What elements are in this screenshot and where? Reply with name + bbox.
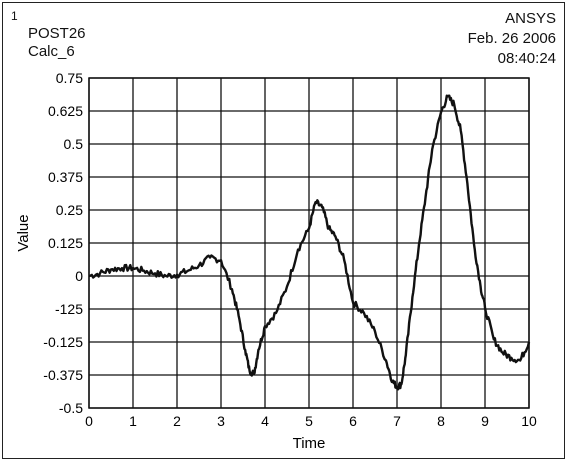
y-tick-label: 0.625 [48, 103, 83, 119]
time-label: 08:40:24 [497, 50, 556, 67]
y-tick-label: 0.25 [56, 202, 83, 218]
y-tick-label: -0.125 [43, 334, 83, 350]
brand-label: ANSYS [505, 10, 556, 27]
date-label: Feb. 26 2006 [467, 30, 556, 47]
y-tick-label: -0.5 [59, 400, 83, 416]
y-tick-label: -125 [55, 301, 83, 317]
x-tick-label: 2 [173, 413, 181, 429]
y-tick-labels: 0.75 0.625 0.5 0.375 0.25 0.125 0 -125 -0.125 -0.… [43, 70, 83, 416]
y-tick-label: 0.125 [48, 235, 83, 251]
x-tick-label: 0 [85, 413, 93, 429]
x-tick-label: 5 [305, 413, 313, 429]
x-tick-label: 1 [129, 413, 137, 429]
variable-name: Calc_6 [28, 43, 75, 60]
right-title-block: ANSYS Feb. 26 2006 08:40:24 [468, 9, 556, 69]
x-tick-label: 4 [261, 413, 269, 429]
y-axis-label: Value [15, 214, 32, 251]
plot-border [88, 77, 530, 409]
x-tick-label: 6 [349, 413, 357, 429]
grid-lines [88, 77, 530, 409]
x-tick-label: 9 [481, 413, 489, 429]
x-axis-label: Time [293, 435, 326, 452]
program-name: POST26 [28, 25, 86, 42]
window-number: 1 [11, 9, 18, 23]
x-tick-label: 7 [393, 413, 401, 429]
x-tick-label: 3 [217, 413, 225, 429]
y-tick-label: 0.5 [64, 136, 84, 152]
y-tick-label: 0.375 [48, 169, 83, 185]
x-tick-label: 10 [521, 413, 537, 429]
series-line [88, 94, 531, 391]
y-tick-label: 0 [75, 268, 83, 284]
x-tick-labels: 0 1 2 3 4 5 6 7 8 9 10 [85, 413, 537, 429]
x-tick-label: 8 [437, 413, 445, 429]
y-tick-label: -0.375 [43, 367, 83, 383]
y-tick-label: 0.75 [56, 70, 83, 86]
left-title-block: POST26 Calc_6 [28, 25, 86, 61]
